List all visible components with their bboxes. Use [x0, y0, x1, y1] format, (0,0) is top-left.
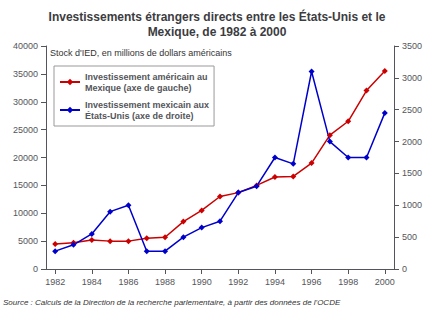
svg-text:1984: 1984: [82, 277, 102, 287]
svg-text:1990: 1990: [192, 277, 212, 287]
svg-text:25000: 25000: [13, 125, 38, 135]
svg-text:1982: 1982: [45, 277, 65, 287]
svg-text:1992: 1992: [228, 277, 248, 287]
svg-text:40000: 40000: [13, 41, 38, 51]
svg-text:Stock d'IED, en millions de do: Stock d'IED, en millions de dollars amér…: [50, 48, 232, 58]
svg-text:Mexique, de 1982 à 2000: Mexique, de 1982 à 2000: [148, 25, 287, 39]
svg-text:Investissement mexicain aux: Investissement mexicain aux: [85, 100, 209, 110]
svg-text:1000: 1000: [402, 200, 422, 210]
svg-text:Source : Calculs de la Directi: Source : Calculs de la Direction de la r…: [3, 298, 341, 307]
svg-text:1996: 1996: [302, 277, 322, 287]
svg-text:2000: 2000: [375, 277, 395, 287]
svg-text:0: 0: [402, 264, 407, 274]
svg-text:30000: 30000: [13, 97, 38, 107]
svg-text:Mexique (axe de gauche): Mexique (axe de gauche): [85, 83, 192, 93]
svg-text:3000: 3000: [402, 73, 422, 83]
svg-text:2500: 2500: [402, 105, 422, 115]
svg-text:0: 0: [33, 264, 38, 274]
svg-text:5000: 5000: [18, 236, 38, 246]
svg-text:10000: 10000: [13, 208, 38, 218]
svg-text:1500: 1500: [402, 168, 422, 178]
svg-text:États-Unis (axe de droite): États-Unis (axe de droite): [85, 111, 194, 121]
svg-text:1994: 1994: [265, 277, 285, 287]
svg-text:1986: 1986: [118, 277, 138, 287]
svg-text:1988: 1988: [155, 277, 175, 287]
svg-text:20000: 20000: [13, 153, 38, 163]
svg-text:35000: 35000: [13, 69, 38, 79]
svg-text:3500: 3500: [402, 41, 422, 51]
svg-text:Investissement américain au: Investissement américain au: [85, 72, 208, 82]
svg-text:Investissements étrangers dire: Investissements étrangers directs entre …: [49, 9, 386, 24]
svg-text:1998: 1998: [338, 277, 358, 287]
svg-text:15000: 15000: [13, 180, 38, 190]
svg-text:500: 500: [402, 232, 417, 242]
svg-text:2000: 2000: [402, 137, 422, 147]
